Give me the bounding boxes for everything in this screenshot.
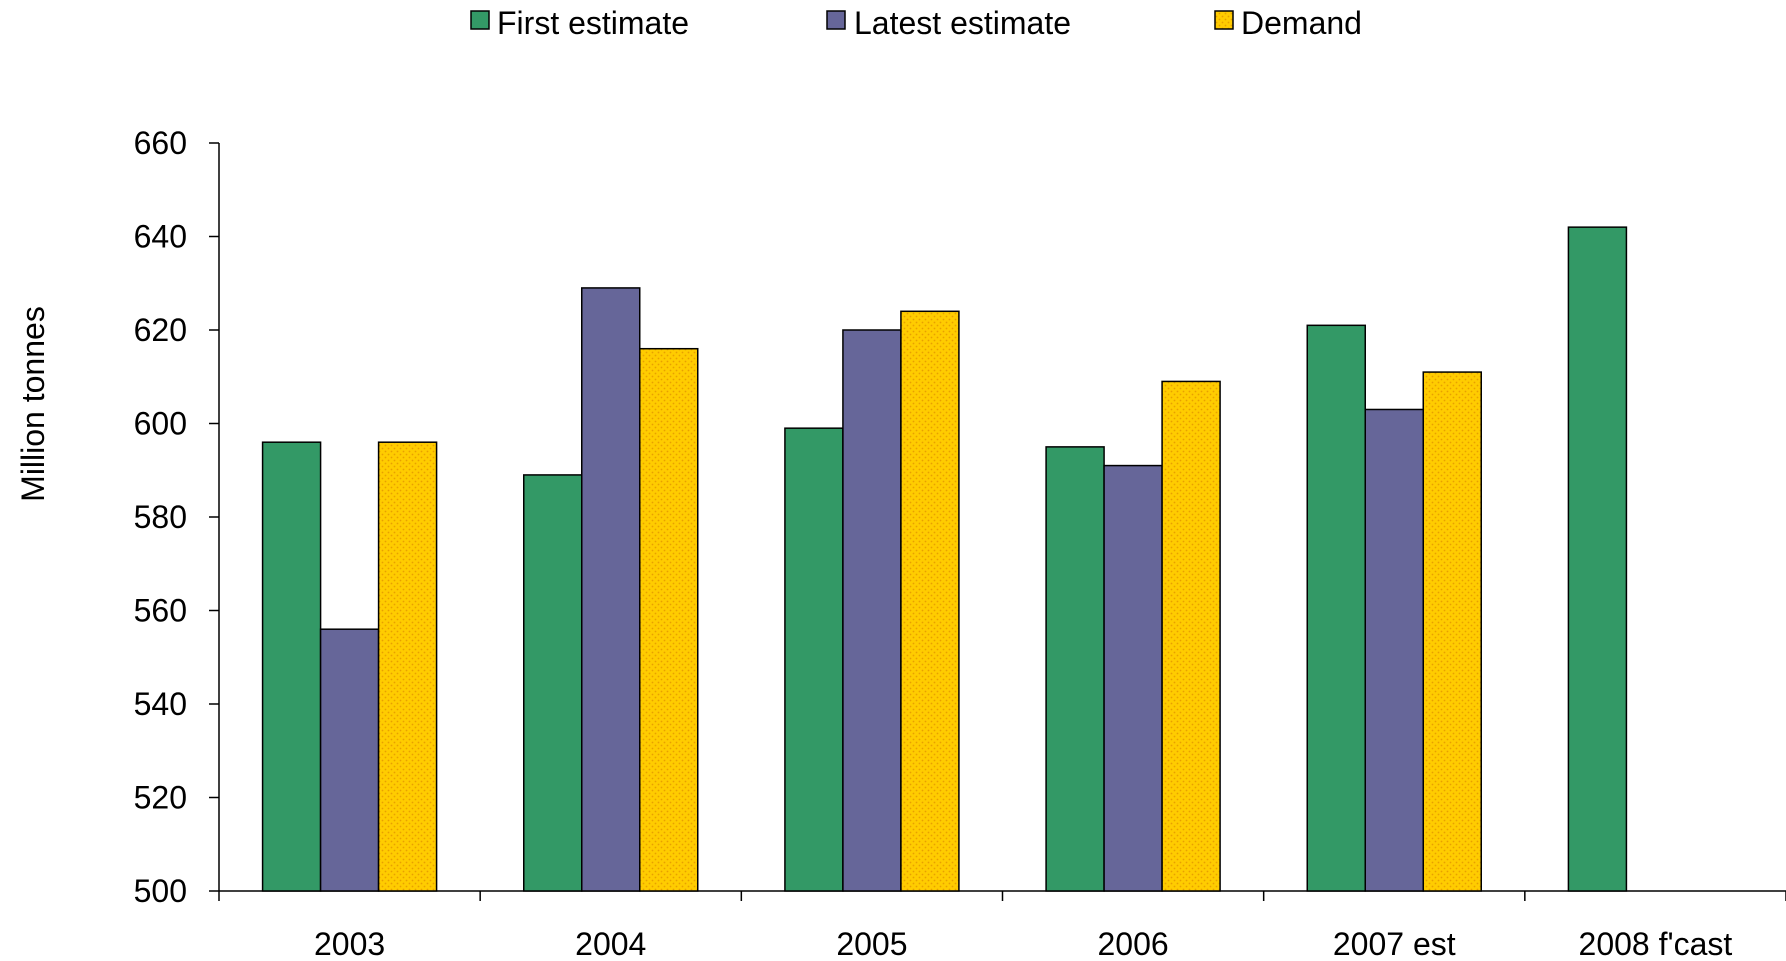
- bar-first-estimate-2007-est: [1307, 325, 1365, 891]
- y-tick-label: 500: [134, 873, 187, 909]
- y-tick-label: 520: [134, 780, 187, 816]
- x-category-label: 2004: [575, 926, 646, 961]
- bar-latest-estimate-2007-est: [1365, 409, 1423, 891]
- bar-latest-estimate-2006: [1104, 466, 1162, 891]
- bar-demand-2004: [640, 349, 698, 891]
- legend: First estimate Latest estimate Demand: [471, 5, 1362, 41]
- y-tick-label: 560: [134, 593, 187, 629]
- bar-first-estimate-2004: [524, 475, 582, 891]
- x-category-label: 2008 f'cast: [1579, 926, 1733, 961]
- legend-label-latest-estimate: Latest estimate: [854, 5, 1071, 41]
- legend-label-demand: Demand: [1241, 5, 1362, 41]
- y-tick-label: 660: [134, 125, 187, 161]
- bar-demand-2005: [901, 311, 959, 891]
- x-category-label: 2003: [314, 926, 385, 961]
- bar-latest-estimate-2004: [582, 288, 640, 891]
- legend-swatch-demand: [1215, 11, 1233, 29]
- bars: [263, 227, 1627, 891]
- bar-latest-estimate-2003: [321, 629, 379, 891]
- bar-first-estimate-2008-f-cast: [1568, 227, 1626, 891]
- bar-demand-2003: [379, 442, 437, 891]
- bar-latest-estimate-2005: [843, 330, 901, 891]
- bar-first-estimate-2003: [263, 442, 321, 891]
- bar-first-estimate-2006: [1046, 447, 1104, 891]
- legend-item-demand: Demand: [1215, 5, 1362, 41]
- legend-item-latest-estimate: Latest estimate: [827, 5, 1071, 41]
- x-category-label: 2007 est: [1333, 926, 1456, 961]
- y-tick-label: 600: [134, 406, 187, 442]
- bar-demand-2006: [1162, 381, 1220, 891]
- y-tick-label: 620: [134, 312, 187, 348]
- x-category-label: 2006: [1097, 926, 1168, 961]
- x-category-label: 2005: [836, 926, 907, 961]
- y-tick-label: 640: [134, 219, 187, 255]
- bar-demand-2007-est: [1423, 372, 1481, 891]
- legend-swatch-first-estimate: [471, 11, 489, 29]
- legend-swatch-latest-estimate: [827, 11, 845, 29]
- y-tick-label: 580: [134, 499, 187, 535]
- bar-first-estimate-2005: [785, 428, 843, 891]
- legend-label-first-estimate: First estimate: [497, 5, 689, 41]
- x-axis-ticks: 2003 2004 2005 2006 2007 est 2008 f'cast: [219, 891, 1786, 961]
- y-axis-title: Million tonnes: [15, 306, 51, 502]
- y-tick-label: 540: [134, 686, 187, 722]
- y-axis-ticks: 500 520 540 560 580 600 620 640 660: [134, 125, 219, 909]
- legend-item-first-estimate: First estimate: [471, 5, 689, 41]
